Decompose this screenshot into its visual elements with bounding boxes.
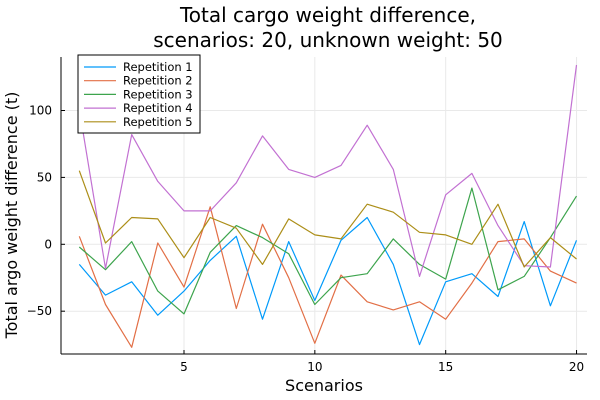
y-tick-label: 100	[29, 104, 52, 118]
legend-label-repetition-4: Repetition 4	[123, 101, 193, 115]
x-tick-label: 15	[438, 360, 453, 374]
y-tick-labels: −50 0 50 100	[27, 104, 52, 319]
legend-label-repetition-2: Repetition 2	[123, 74, 193, 88]
series-group	[78, 64, 578, 348]
y-tick-label: −50	[27, 304, 52, 318]
x-tick-label: 10	[307, 360, 322, 374]
axes	[60, 57, 587, 355]
series-line-repetition-4	[78, 64, 578, 277]
chart-title: Total cargo weight difference,	[179, 3, 476, 27]
grid	[61, 57, 587, 354]
series-line-repetition-2	[78, 206, 577, 348]
series-line-repetition-5	[78, 170, 577, 268]
y-tick-label: 50	[37, 170, 52, 184]
chart-subtitle: scenarios: 20, unknown weight: 50	[153, 28, 503, 52]
series-line-repetition-3	[78, 187, 578, 315]
x-tick-labels: 5 10 15 20	[180, 360, 584, 374]
x-tick-label: 20	[569, 360, 584, 374]
series-line-repetition-1	[78, 216, 578, 346]
legend-label-repetition-3: Repetition 3	[123, 87, 193, 101]
legend-label-repetition-5: Repetition 5	[123, 115, 193, 129]
x-tick-label: 5	[180, 360, 188, 374]
y-axis-label: Total argo weight difference (t)	[2, 92, 21, 340]
x-axis-label: Scenarios	[285, 376, 363, 395]
y-tick-label: 0	[44, 237, 52, 251]
legend-label-repetition-1: Repetition 1	[123, 60, 193, 74]
